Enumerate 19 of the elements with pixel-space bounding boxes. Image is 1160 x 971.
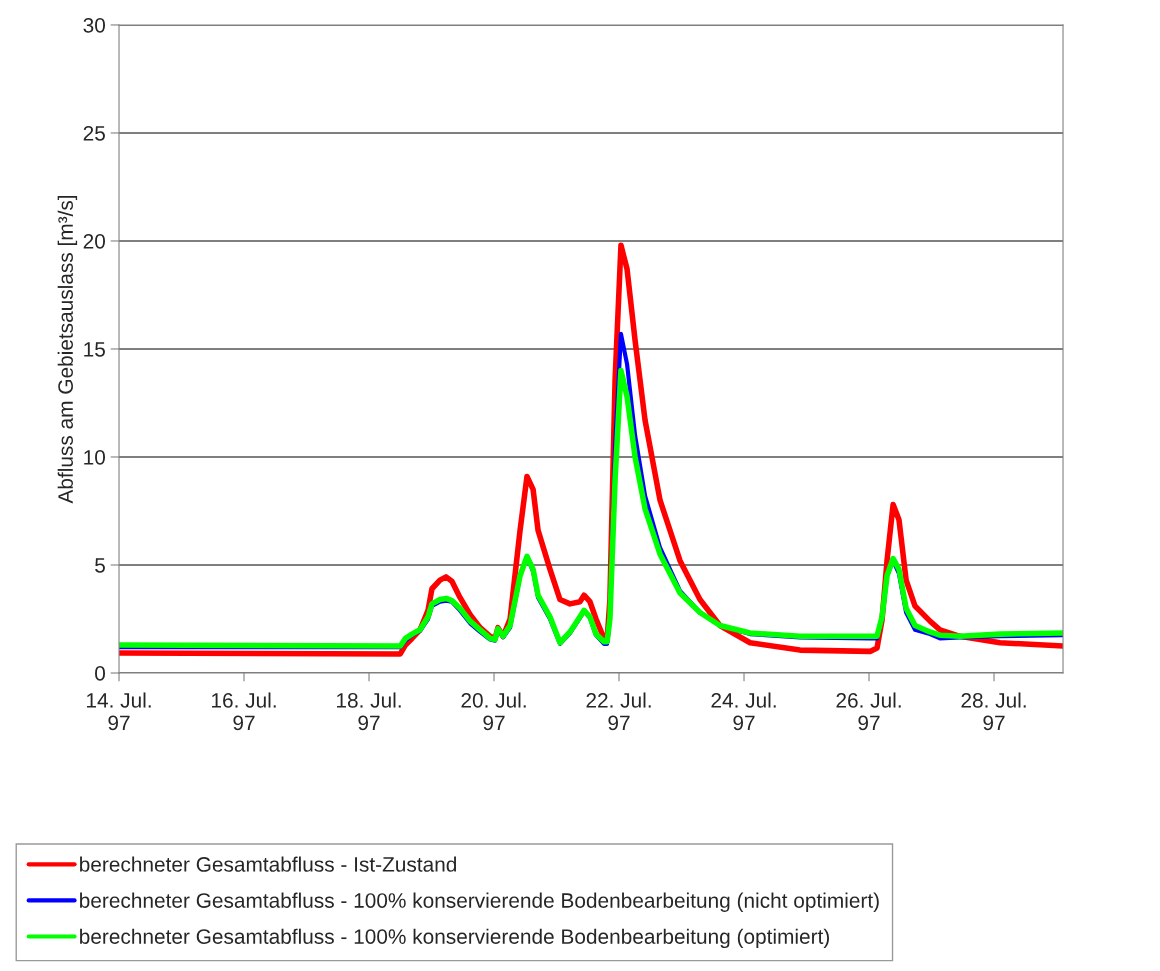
legend-label: berechneter Gesamtabfluss - 100% konservierende Bodenbearbeitung (nicht optimiert) [80, 892, 879, 912]
x-tick-label: 24. Jul. 97 [711, 692, 776, 731]
y-tick-label: 20 [83, 233, 106, 249]
y-tick-label: 5 [95, 558, 105, 573]
y-tick-label: 0 [95, 666, 106, 681]
x-tick-label: 22. Jul. 97 [586, 692, 651, 731]
x-tick-label: 20. Jul. 97 [461, 692, 526, 731]
y-tick-label: 10 [84, 449, 106, 465]
x-tick-label: 28. Jul. 97 [961, 692, 1026, 731]
x-tick-label: 26. Jul. 97 [836, 692, 901, 731]
x-tick-label: 18. Jul. 97 [337, 692, 401, 731]
y-tick-label: 25 [83, 125, 105, 141]
y-tick-label: 30 [83, 17, 106, 33]
x-tick-label: 16. Jul. 97 [212, 692, 276, 731]
x-tick-label: 14. Jul. 97 [87, 692, 151, 731]
legend-label: berechneter Gesamtabfluss - 100% konservierende Bodenbearbeitung (optimiert) [80, 928, 829, 949]
y-axis-title: Abfluss am Gebietsauslass [m³/s] [57, 195, 78, 504]
legend-label: berechneter Gesamtabfluss - Ist-Zustand [80, 856, 457, 872]
y-tick-label: 15 [84, 342, 105, 357]
